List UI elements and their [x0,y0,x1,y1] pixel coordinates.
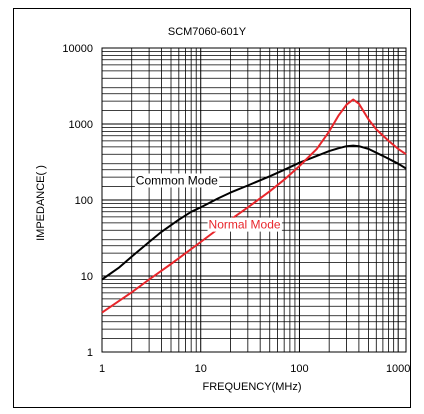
series-line-common-mode [101,144,407,281]
y-axis-label: IMPEDANCE( ) [35,165,47,241]
y-tick-label: 1000 [69,119,93,131]
annotation-normal-mode-backing [207,217,282,232]
tick-labels: 1 10 100 1000 1 10 100 1000 10000 [62,43,410,375]
y-tick-label: 10 [81,271,93,283]
chart-title: SCM7060-601Y [168,26,247,38]
annotation-common-mode-backing [134,173,220,188]
y-tick-label: 100 [75,195,93,207]
y-tick-label: 1 [87,347,93,359]
series-line-normal-mode [101,98,407,314]
x-tick-label: 10 [195,363,207,375]
x-tick-label: 1000 [386,363,410,375]
x-axis-label: FREQUENCY(MHz) [203,381,302,393]
x-tick-label: 100 [290,363,308,375]
chart-frame [13,8,411,408]
annotations: Common Mode Normal Mode [134,173,282,232]
series-layer [101,98,407,314]
annotation-normal-mode: Normal Mode [209,218,281,232]
plot-border [101,47,407,353]
y-tick-label: 10000 [62,43,93,55]
x-tick-label: 1 [99,363,105,375]
annotation-common-mode: Common Mode [136,173,218,187]
